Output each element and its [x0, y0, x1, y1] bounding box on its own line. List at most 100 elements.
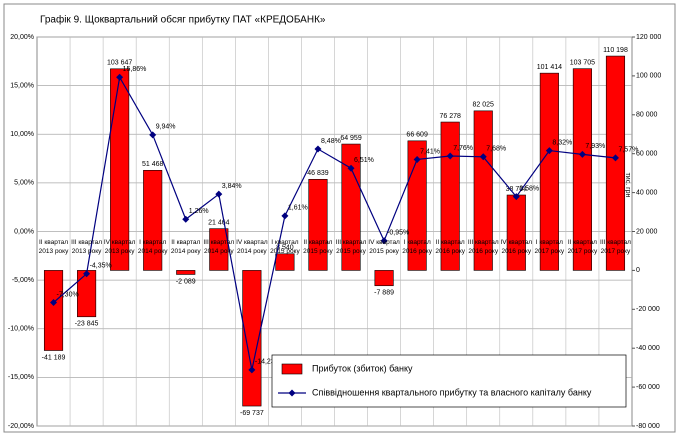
- bar-value-label: -7 889: [374, 290, 394, 297]
- line-value-label: 1,61%: [288, 205, 308, 212]
- x-tick-label: I квартал 2017 року: [534, 239, 565, 255]
- bar: [143, 169, 163, 271]
- line-marker: [512, 193, 520, 201]
- line-marker: [314, 145, 322, 153]
- bar: [209, 228, 229, 271]
- x-tick-label: II квартал 2013 року: [38, 239, 69, 255]
- chart-title: Графік 9. Щоквартальний обсяг прибутку П…: [40, 14, 326, 26]
- legend-marker: [288, 389, 296, 397]
- y-tick-label: -5,00%: [12, 277, 34, 284]
- x-tick-label: IV квартал 2013 року: [103, 239, 136, 255]
- bar: [242, 270, 262, 407]
- line: [53, 75, 616, 371]
- line-marker: [281, 212, 289, 220]
- line-value-label: 9,94%: [156, 124, 176, 131]
- line-marker: [347, 164, 355, 172]
- line-value-label: -0,95%: [387, 230, 409, 237]
- x-tick-label: III квартал 2016 року: [467, 239, 499, 255]
- x-tick-label: II квартал 2016 року: [435, 239, 466, 255]
- bar-value-label: 38 764: [506, 186, 528, 193]
- y2-tick-label: -40 000: [636, 345, 660, 352]
- bar: [77, 270, 97, 318]
- line-value-label: -7,30%: [57, 291, 79, 298]
- line-marker: [611, 154, 619, 162]
- bar: [407, 140, 427, 271]
- bar-value-label: 21 464: [208, 219, 230, 226]
- bar: [176, 270, 196, 275]
- y-tick-label: -10,00%: [8, 326, 34, 333]
- line-value-label: 8,32%: [552, 139, 572, 146]
- bar: [440, 121, 460, 271]
- x-tick-label: III квартал 2017 року: [600, 239, 631, 255]
- x-tick-label: III квартал 2015 року: [335, 239, 367, 255]
- bar-value-label: 103 647: [107, 60, 132, 67]
- line-value-label: 7,41%: [420, 148, 440, 155]
- y-tick-label: 15,00%: [10, 82, 34, 89]
- bar-value-label: -2 089: [176, 278, 196, 285]
- y2-tick-label: -80 000: [636, 423, 660, 430]
- bar-value-label: 51 468: [142, 161, 164, 168]
- line-value-label: 7,93%: [585, 143, 605, 150]
- bar-value-label: 66 609: [406, 132, 428, 139]
- y-tick-label: -20,00%: [8, 423, 34, 430]
- y2-axis-label: тис. грн: [624, 173, 631, 198]
- bar-value-label: 46 839: [307, 170, 329, 177]
- bar: [506, 194, 526, 271]
- legend-swatch: [281, 363, 303, 375]
- x-tick-label: IV квартал 2014 року: [236, 239, 268, 255]
- bar: [308, 178, 328, 271]
- bar-value-label: -41 189: [42, 354, 66, 361]
- y2-tick-label: 100 000: [636, 73, 661, 80]
- line-value-label: 1,26%: [189, 208, 209, 215]
- y2-tick-label: -60 000: [636, 384, 660, 391]
- line-marker: [380, 237, 388, 245]
- x-tick-label: II квартал 2014 року: [170, 239, 201, 255]
- line-marker: [479, 153, 487, 161]
- bar: [572, 68, 592, 271]
- bar-value-label: 101 414: [537, 64, 562, 71]
- line-value-label: 8,48%: [321, 138, 341, 145]
- bar-value-label: 64 959: [340, 135, 362, 142]
- y2-tick-label: 40 000: [636, 189, 658, 196]
- bar: [605, 55, 626, 271]
- line-marker: [83, 270, 91, 278]
- x-tick-label: III квартал 2014 року: [203, 239, 235, 255]
- line-marker: [446, 152, 454, 160]
- x-tick-label: IV квартал 2015 року: [368, 239, 400, 255]
- legend-label: Прибуток (збиток) банку: [312, 363, 413, 373]
- legend: Прибуток (збиток) банку Співвідношення кв…: [271, 354, 627, 408]
- bar-value-label: 82 025: [473, 102, 495, 109]
- line-value-label: 7,76%: [453, 145, 473, 152]
- x-tick-label: I квартал 2016 року: [402, 239, 432, 255]
- line-value-label: 3,58%: [519, 186, 539, 193]
- bar-value-label: -23 845: [75, 321, 99, 328]
- bar: [275, 253, 295, 271]
- y2-tick-label: 20 000: [636, 228, 658, 235]
- x-tick-label: II квартал 2015 року: [303, 239, 333, 255]
- line-marker: [578, 150, 586, 158]
- bar: [43, 270, 64, 351]
- x-tick-label: I квартал 2015 року: [270, 239, 300, 255]
- line-value-label: 15,86%: [123, 66, 147, 73]
- x-tick-label: II квартал 2017 року: [567, 239, 598, 255]
- y2-tick-label: 0: [636, 267, 640, 274]
- bar: [374, 270, 394, 287]
- line-marker: [50, 298, 58, 306]
- line-value-label: 6,51%: [354, 157, 374, 164]
- y-tick-label: 5,00%: [14, 180, 34, 187]
- y-tick-label: 0,00%: [14, 228, 34, 235]
- x-tick-label: III квартал 2013 року: [71, 239, 102, 255]
- line-marker: [413, 155, 421, 163]
- bar-value-label: 76 278: [439, 113, 461, 120]
- line-value-label: 7,57%: [618, 147, 638, 154]
- line-marker: [248, 366, 256, 374]
- bar-value-label: 103 705: [570, 60, 595, 67]
- x-tick-label: I квартал 2014 року: [137, 239, 168, 255]
- line-value-label: 3,84%: [222, 183, 242, 190]
- line-marker: [116, 73, 124, 81]
- bar: [539, 72, 559, 271]
- line-marker: [149, 131, 157, 139]
- bar: [110, 68, 130, 271]
